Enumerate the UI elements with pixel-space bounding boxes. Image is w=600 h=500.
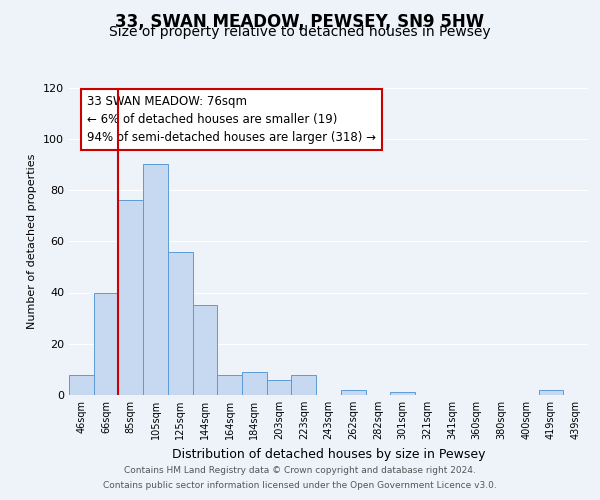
Bar (168, 252, 193, 395)
Y-axis label: Number of detached properties: Number of detached properties (28, 154, 37, 329)
Text: 33, SWAN MEADOW, PEWSEY, SN9 5HW: 33, SWAN MEADOW, PEWSEY, SN9 5HW (115, 12, 485, 30)
Text: 33 SWAN MEADOW: 76sqm
← 6% of detached houses are smaller (19)
94% of semi-detac: 33 SWAN MEADOW: 76sqm ← 6% of detached h… (87, 95, 376, 144)
Bar (69, 374, 94, 395)
Bar (94, 292, 118, 395)
Text: Contains HM Land Registry data © Crown copyright and database right 2024.: Contains HM Land Registry data © Crown c… (124, 466, 476, 475)
Text: Size of property relative to detached houses in Pewsey: Size of property relative to detached ho… (109, 25, 491, 39)
Bar (217, 374, 242, 395)
Bar (539, 390, 563, 395)
Text: Contains public sector information licensed under the Open Government Licence v3: Contains public sector information licen… (103, 481, 497, 490)
Bar (292, 374, 316, 395)
Bar (193, 306, 217, 395)
Bar (341, 390, 365, 395)
Bar (143, 164, 168, 395)
Bar (390, 392, 415, 395)
Bar (118, 200, 143, 395)
X-axis label: Distribution of detached houses by size in Pewsey: Distribution of detached houses by size … (172, 448, 485, 460)
Bar (242, 372, 267, 395)
Bar (267, 380, 292, 395)
